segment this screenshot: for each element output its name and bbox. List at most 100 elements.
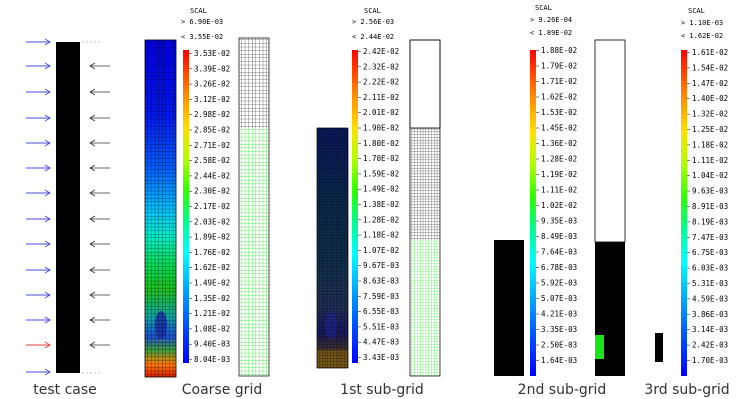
- colorbar-tick-label: 2.11E-02: [363, 93, 399, 102]
- caption-coarse-grid: Coarse grid: [182, 382, 262, 398]
- sub1-mesh-dense: [410, 128, 440, 240]
- colorbar-tick-label: 5.51E-03: [363, 322, 399, 331]
- colorbar-tick-label: 3.14E-03: [692, 325, 728, 334]
- colorbar-tick-label: 8.49E-03: [541, 232, 577, 241]
- colorbar-tick-label: 1.28E-02: [363, 215, 399, 224]
- colorbar-tick-label: 1.88E-02: [541, 46, 577, 55]
- colorbar-4-min: > 1.10E-03: [681, 19, 723, 27]
- colorbar-tick-label: 3.43E-03: [363, 353, 399, 362]
- outflow-arrow: [89, 88, 110, 96]
- colorbar-tick-label: 1.38E-02: [363, 200, 399, 209]
- sub3-field: [655, 333, 663, 362]
- colorbar-tick-label: 2.32E-02: [363, 62, 399, 71]
- colorbar-tick-label: 3.53E-02: [194, 49, 230, 58]
- inflow-arrow: [26, 114, 51, 122]
- outflow-arrow: [89, 139, 110, 147]
- outflow-arrow: [89, 114, 110, 122]
- colorbar-tick-label: 2.58E-02: [194, 156, 230, 165]
- colorbar-tick-label: 8.04E-03: [194, 355, 230, 364]
- colorbar-tick-label: 7.47E-03: [692, 233, 728, 242]
- colorbar-tick-label: 1.04E-02: [692, 171, 728, 180]
- colorbar-tick-label: 3.39E-02: [194, 64, 230, 73]
- coarse-field-mesh: [145, 40, 176, 377]
- colorbar-tick-label: 1.90E-02: [363, 124, 399, 133]
- colorbar-tick-label: 2.17E-02: [194, 202, 230, 211]
- colorbar-tick-label: 1.28E-02: [541, 155, 577, 164]
- colorbar-2-max: < 2.44E-02: [352, 33, 394, 41]
- colorbar-tick-label: 1.21E-02: [194, 309, 230, 318]
- colorbar-tick-label: 9.35E-03: [541, 217, 577, 226]
- colorbar-tick-label: 1.08E-02: [194, 324, 230, 333]
- colorbar-3-ticks: 1.88E-02 1.79E-02 1.71E-02 1.62E-02 1.53E-02…: [536, 46, 577, 365]
- coarse-mesh-top: [239, 38, 269, 128]
- outflow-arrow: [89, 316, 110, 324]
- colorbar-2-ticks: 2.42E-02 2.32E-02 2.22E-02 2.11E-02 2.01E-02…: [358, 47, 399, 362]
- sub1-mesh-empty: [409, 39, 441, 129]
- colorbar-tick-label: 1.59E-02: [363, 169, 399, 178]
- sub2-mesh-refined: [595, 335, 604, 359]
- outflow-arrow: [89, 62, 110, 70]
- colorbar-tick-label: 7.64E-03: [541, 248, 577, 257]
- colorbar-2-min: > 2.56E-03: [352, 18, 394, 26]
- colorbar-tick-label: 1.62E-02: [194, 263, 230, 272]
- colorbar-tick-label: 2.22E-02: [363, 78, 399, 87]
- inflow-arrow: [26, 266, 51, 274]
- inflow-arrow: [26, 62, 51, 70]
- colorbar-3-max: < 1.89E-02: [530, 29, 572, 37]
- colorbar-tick-label: 9.63E-03: [692, 187, 728, 196]
- inflow-arrow: [26, 139, 51, 147]
- colorbar-tick-label: 2.03E-02: [194, 217, 230, 226]
- colorbar-tick-label: 2.42E-03: [692, 341, 728, 350]
- colorbar-tick-label: 1.47E-02: [692, 79, 728, 88]
- caption-first-subgrid: 1st sub-grid: [340, 382, 424, 398]
- colorbar-tick-label: 2.30E-02: [194, 187, 230, 196]
- colorbar-tick-label: 1.61E-02: [692, 48, 728, 57]
- inflow-arrow: [26, 88, 51, 96]
- inflow-arrow: [26, 189, 51, 197]
- colorbar-tick-label: 2.98E-02: [194, 110, 230, 119]
- colorbar-tick-label: 8.19E-03: [692, 217, 728, 226]
- third-subgrid-panel: SCAL > 1.10E-03 < 1.62E-02 1.61E-02 1.54E…: [655, 7, 728, 376]
- colorbar-tick-label: 7.59E-03: [363, 292, 399, 301]
- inflow-arrow: [26, 341, 51, 349]
- colorbar-4: [681, 50, 687, 376]
- first-subgrid-panel: SCAL > 2.56E-03 < 2.44E-02 2.42E-02 2.32E…: [316, 7, 441, 377]
- colorbar-tick-label: 2.85E-02: [194, 126, 230, 135]
- outflow-arrow: [89, 266, 110, 274]
- colorbar-tick-label: 1.70E-02: [363, 154, 399, 163]
- colorbar-tick-label: 5.92E-03: [541, 279, 577, 288]
- sub2-mesh-empty: [594, 39, 626, 243]
- colorbar-tick-label: 8.91E-03: [692, 202, 728, 211]
- colorbar-1-ticks: 3.53E-02 3.39E-02 3.26E-02 3.12E-02 2.98E-02…: [189, 49, 230, 364]
- colorbar-tick-label: 3.86E-03: [692, 310, 728, 319]
- colorbar-tick-label: 9.40E-03: [194, 340, 230, 349]
- inflow-arrow: [26, 316, 51, 324]
- inflow-arrows: [26, 38, 51, 376]
- colorbar-4-max: < 1.62E-02: [681, 32, 723, 40]
- colorbar-tick-label: 1.70E-03: [692, 356, 728, 365]
- colorbar-4-title: SCAL: [688, 7, 705, 15]
- colorbar-tick-label: 2.50E-03: [541, 341, 577, 350]
- outflow-arrow: [89, 164, 110, 172]
- colorbar-1: [183, 50, 189, 363]
- colorbar-tick-label: 4.47E-03: [363, 338, 399, 347]
- colorbar-tick-label: 1.36E-02: [541, 139, 577, 148]
- colorbar-tick-label: 1.89E-02: [194, 233, 230, 242]
- second-subgrid-panel: SCAL > 9.26E-04 < 1.89E-02 1.88E-02 1.79E…: [494, 4, 626, 376]
- colorbar-3: [530, 50, 536, 376]
- outflow-arrow: [89, 189, 110, 197]
- inflow-arrow: [26, 215, 51, 223]
- colorbar-tick-label: 3.26E-02: [194, 80, 230, 89]
- colorbar-1-min: > 6.90E-03: [181, 18, 223, 26]
- colorbar-tick-label: 1.19E-02: [541, 170, 577, 179]
- colorbar-3-title: SCAL: [535, 4, 552, 12]
- coarse-mesh-refined: [239, 128, 269, 376]
- colorbar-tick-label: 6.75E-03: [692, 248, 728, 257]
- colorbar-tick-label: 1.79E-02: [541, 62, 577, 71]
- colorbar-tick-label: 3.35E-03: [541, 325, 577, 334]
- colorbar-tick-label: 1.64E-03: [541, 356, 577, 365]
- colorbar-3-min: > 9.26E-04: [530, 16, 572, 24]
- colorbar-tick-label: 6.03E-03: [692, 264, 728, 273]
- colorbar-tick-label: 2.44E-02: [194, 171, 230, 180]
- colorbar-tick-label: 3.12E-02: [194, 95, 230, 104]
